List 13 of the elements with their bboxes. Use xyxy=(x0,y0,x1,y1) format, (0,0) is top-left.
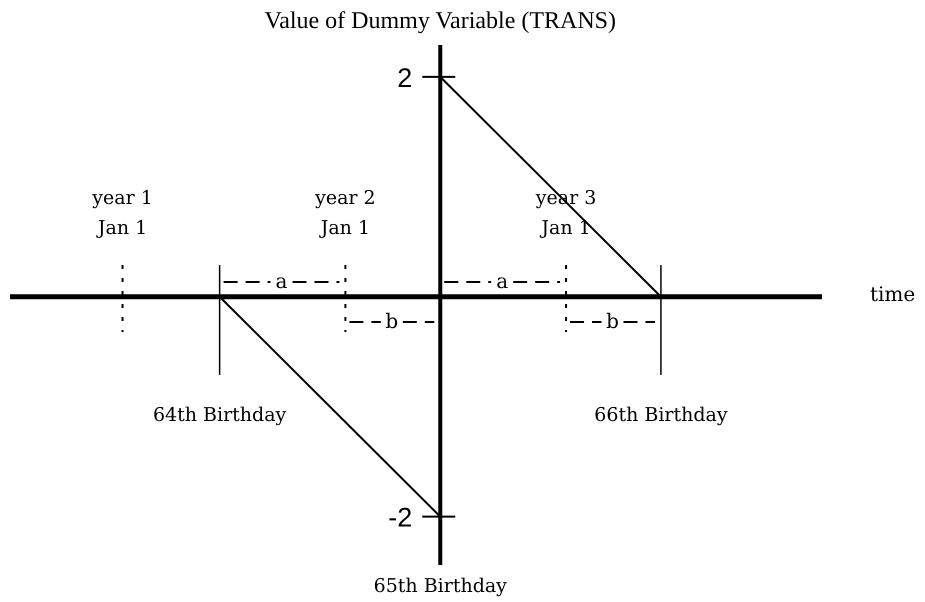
x-tick-label: 64th Birthday xyxy=(152,404,287,426)
ref-line-label: year 1 Jan 1 xyxy=(91,187,153,239)
y-tick-label: -2 xyxy=(388,502,412,533)
annotation: a xyxy=(496,269,508,293)
chart-title: Value of Dummy Variable (TRANS) xyxy=(264,7,618,35)
annotation: b xyxy=(385,309,398,333)
ref-line-label: year 2 Jan 1 xyxy=(314,187,376,239)
y-tick-label: 2 xyxy=(397,62,412,93)
annotation: b xyxy=(606,309,619,333)
x-axis-title: time xyxy=(870,282,916,306)
x-tick-label: 66th Birthday xyxy=(594,404,728,426)
text: 65th Birthday xyxy=(374,575,508,597)
annotation: a xyxy=(276,269,288,293)
